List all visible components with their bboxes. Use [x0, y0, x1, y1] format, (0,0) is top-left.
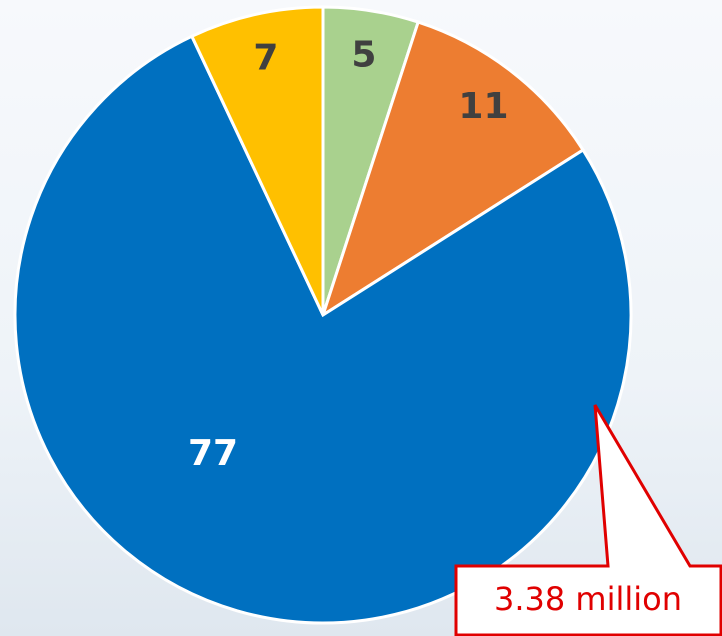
annotation-callout [454, 404, 722, 636]
data-label: 11 [458, 86, 508, 127]
pie [13, 5, 633, 625]
pie-slice [189, 5, 325, 316]
data-label: 5 [351, 34, 376, 75]
data-label: 7 [253, 38, 278, 79]
pie-slice [320, 20, 586, 319]
annotation: 3.38 million [494, 580, 682, 618]
data-label: 77 [188, 433, 238, 474]
pie-slice [13, 34, 633, 625]
